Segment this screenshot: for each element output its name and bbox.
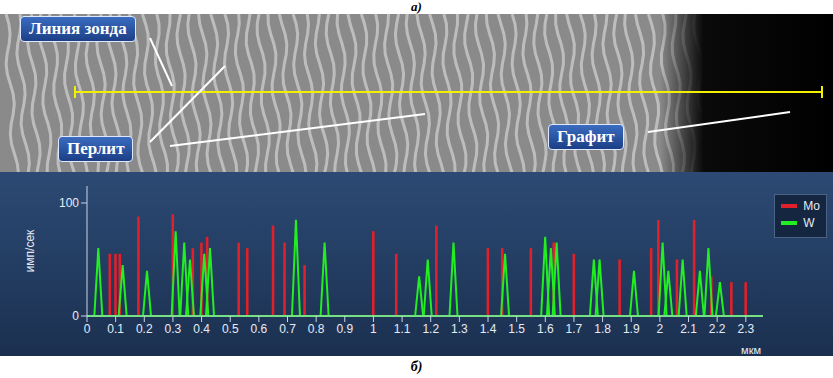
- svg-text:0.6: 0.6: [251, 322, 268, 336]
- html-text:Графит: Графит: [557, 127, 615, 146]
- svg-text:100: 100: [59, 196, 79, 210]
- svg-text:1.5: 1.5: [508, 322, 525, 336]
- html-text:Линия зонда: Линия зонда: [29, 19, 127, 38]
- svg-text:0.2: 0.2: [136, 322, 153, 336]
- svg-text:1.3: 1.3: [451, 322, 468, 336]
- svg-text:1.8: 1.8: [594, 322, 611, 336]
- svg-text:0.8: 0.8: [308, 322, 325, 336]
- svg-text:1.9: 1.9: [623, 322, 640, 336]
- svg-text:0.5: 0.5: [222, 322, 239, 336]
- svg-text:0.9: 0.9: [336, 322, 353, 336]
- svg-text:2.2: 2.2: [709, 322, 726, 336]
- svg-text:1.6: 1.6: [537, 322, 554, 336]
- svg-text:0: 0: [84, 322, 91, 336]
- svg-text:0.4: 0.4: [193, 322, 210, 336]
- svg-text:1.2: 1.2: [422, 322, 439, 336]
- svg-text:0.7: 0.7: [279, 322, 296, 336]
- svg-text:0: 0: [72, 309, 79, 323]
- svg-text:0.1: 0.1: [107, 322, 124, 336]
- svg-text:1: 1: [370, 322, 377, 336]
- svg-text:1.7: 1.7: [566, 322, 583, 336]
- svg-text:мкм: мкм: [741, 344, 761, 356]
- html-text:W: W: [803, 216, 815, 230]
- html-text:Перлит: Перлит: [67, 139, 125, 158]
- html-text:а): а): [411, 0, 422, 14]
- svg-text:1.4: 1.4: [480, 322, 497, 336]
- svg-text:имп/сек: имп/сек: [23, 229, 37, 272]
- svg-text:2: 2: [657, 322, 664, 336]
- html-text:б): б): [410, 359, 423, 374]
- svg-text:2.3: 2.3: [737, 322, 754, 336]
- svg-text:2.1: 2.1: [680, 322, 697, 336]
- svg-text:0.3: 0.3: [165, 322, 182, 336]
- html-text:Mo: Mo: [803, 199, 820, 213]
- svg-text:1.1: 1.1: [394, 322, 411, 336]
